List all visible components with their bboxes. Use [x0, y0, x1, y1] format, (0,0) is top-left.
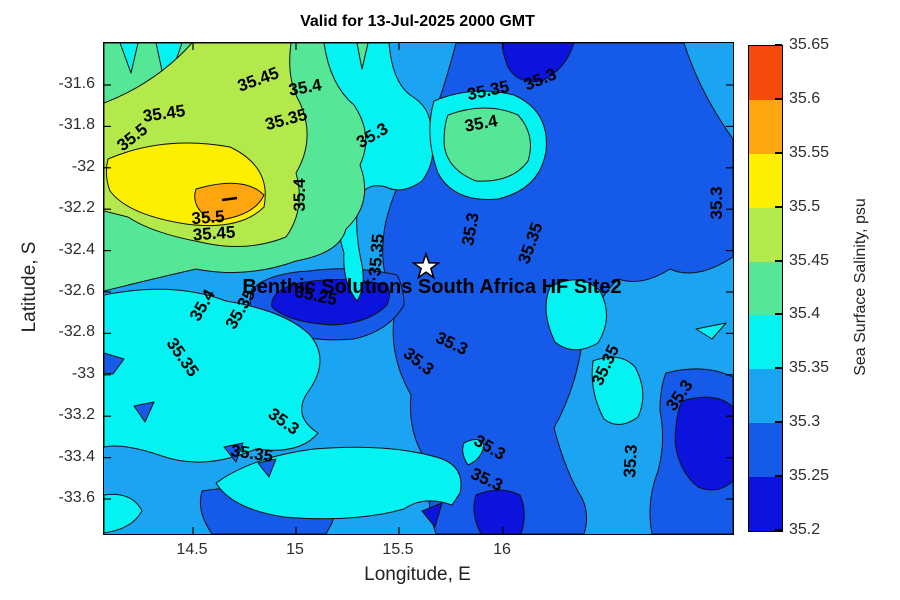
y-tick-label: -33.6 [58, 489, 95, 506]
colorbar-tick-mark [775, 151, 782, 154]
colorbar-tick-mark [775, 367, 782, 370]
x-tick-label: 15 [286, 541, 304, 558]
colorbar-tick-mark [775, 44, 782, 46]
colorbar-tick-label: 35.55 [789, 143, 830, 161]
region-blue-dot3 [257, 458, 277, 478]
colorbar-segment [749, 477, 782, 532]
plot-title: Valid for 13-Jul-2025 2000 GMT [300, 13, 535, 30]
region-darkblue-bottomright [674, 396, 733, 491]
contour-value-label: 35.35 [365, 233, 388, 277]
colorbar [748, 45, 783, 532]
contour-dash-max [221, 196, 238, 202]
x-axis-label: Longitude, E [364, 564, 471, 585]
contour-value-label: 35.4 [290, 178, 309, 212]
y-tick-label: -32.8 [58, 323, 95, 341]
region-cyan-bottom [215, 446, 462, 520]
region-blue-dot2 [223, 442, 244, 463]
contour-value-label: 35.3 [620, 444, 641, 478]
y-tick-label: -33.2 [58, 406, 95, 424]
region-cyan-left [104, 288, 321, 463]
colorbar-tick-label: 35.6 [789, 89, 821, 107]
colorbar-segment [749, 207, 782, 262]
y-tick-label: -32.4 [58, 240, 95, 258]
site-star-marker [411, 251, 441, 280]
contour-value-label: 35.45 [192, 223, 236, 245]
colorbar-tick-label: 35.4 [789, 305, 821, 323]
contour-value-label: 35.3 [707, 186, 726, 219]
x-tick-label: 16 [493, 541, 511, 558]
y-tick-label: -33.4 [58, 447, 95, 465]
colorbar-tick-mark [775, 97, 782, 100]
colorbar-tick-mark [775, 205, 782, 208]
colorbar-tick-label: 35.3 [789, 413, 821, 431]
region-cyan-corner [104, 493, 143, 534]
region-blue-dot1 [133, 401, 155, 423]
axis-tick-marks [104, 43, 733, 534]
y-tick-label: -31.6 [58, 75, 95, 92]
y-tick-label: -32.6 [58, 282, 95, 299]
colorbar-tick-mark [775, 259, 782, 262]
contour-value-label: 35.5 [191, 207, 225, 228]
colorbar-tick-mark [775, 421, 782, 424]
colorbar-segment [749, 153, 782, 208]
colorbar-segment [749, 369, 782, 424]
y-tick-label: -31.8 [58, 116, 95, 134]
region-cyan-sliver-right [695, 322, 727, 340]
region-darkblue-bottomcenter [473, 489, 525, 534]
region-orange [194, 182, 265, 222]
colorbar-tick-label: 35.45 [789, 251, 830, 269]
contour-map: 35.45 35.4 35.45 35.5 35.35 35.3 35.4 35.5 35.45… [103, 42, 734, 535]
region-darkblue-dot [421, 502, 443, 528]
y-tick-label: -32.2 [58, 199, 95, 217]
colorbar-tick-mark [775, 313, 782, 316]
region-green-finger [356, 43, 369, 70]
colorbar-segment [749, 261, 782, 316]
colorbar-tick-label: 35.65 [789, 36, 830, 53]
region-blue-edge-nub [104, 352, 125, 375]
region-cyan-streak1 [545, 279, 607, 351]
region-green-blob [443, 107, 531, 182]
region-darkblue-top [501, 43, 575, 83]
colorbar-segment [749, 46, 782, 100]
colorbar-tick-mark [775, 475, 782, 478]
y-tick-label: -33 [71, 364, 95, 382]
colorbar-label: Sea Surface Salinity, psu [852, 198, 869, 376]
colorbar-tick-label: 35.25 [789, 467, 830, 485]
y-tick-label: -32 [71, 157, 95, 175]
region-cyan-streak2 [591, 356, 644, 425]
x-tick-label: 14.5 [176, 541, 208, 558]
region-cyan-sliver-bottom [462, 439, 485, 466]
colorbar-tick-label: 35.2 [789, 521, 821, 538]
colorbar-segment [749, 315, 782, 370]
colorbar-segment [749, 99, 782, 154]
colorbar-tick-mark [775, 529, 782, 531]
colorbar-segment [749, 423, 782, 478]
region-cyan-notch1 [119, 43, 139, 74]
site-label: Benthic Solutions South Africa HF Site2 [242, 276, 621, 298]
x-tick-label: 15.5 [382, 541, 414, 558]
colorbar-tick-label: 35.35 [789, 359, 830, 377]
colorbar-tick-label: 35.5 [789, 197, 821, 215]
